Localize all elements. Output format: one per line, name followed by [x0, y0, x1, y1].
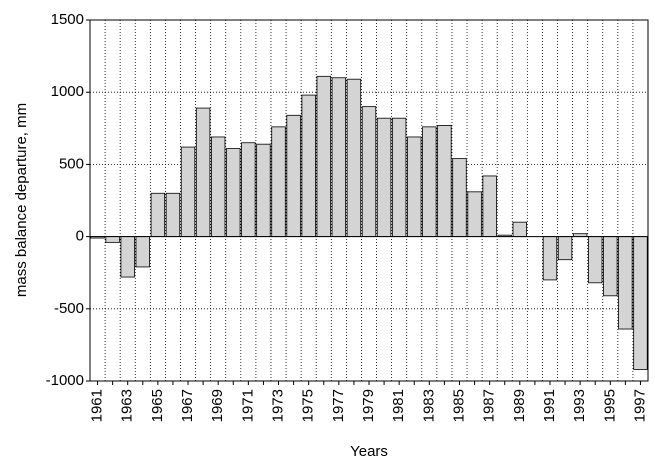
- bar: [271, 126, 286, 238]
- x-tick-label: 1985: [450, 389, 467, 422]
- y-tick-label: -500: [54, 300, 84, 317]
- bar: [588, 236, 603, 284]
- x-axis-label: Years: [350, 443, 388, 460]
- bar: [120, 236, 135, 278]
- x-tick-label: 1963: [119, 389, 136, 422]
- x-tick-label: 1961: [89, 389, 106, 422]
- x-tick-label: 1967: [179, 389, 196, 422]
- x-tick-label: 1979: [360, 389, 377, 422]
- x-tick-label: 1975: [300, 389, 317, 422]
- bar: [361, 106, 377, 238]
- y-axis-label: mass balance departure, mm: [13, 103, 30, 297]
- x-tick-label: 1993: [571, 389, 588, 422]
- bar: [316, 75, 331, 237]
- y-tick-label: 1500: [51, 11, 84, 28]
- x-tick-label: 1965: [149, 389, 166, 422]
- x-tick-label: 1981: [390, 389, 407, 422]
- bar: [557, 236, 573, 261]
- bar: [376, 117, 392, 237]
- bar: [241, 142, 256, 238]
- y-tick-label: 1000: [51, 83, 84, 100]
- bar: [407, 136, 422, 238]
- bar: [150, 192, 166, 237]
- bar: [195, 107, 211, 238]
- bar: [542, 236, 558, 281]
- plot-frame: [89, 19, 649, 382]
- y-tick-label: 0: [76, 228, 84, 245]
- x-tick-label: 1971: [239, 389, 256, 422]
- x-tick-label: 1973: [269, 389, 286, 422]
- x-tick-label: 1995: [601, 389, 618, 422]
- x-tick-label: 1969: [209, 389, 226, 422]
- bar: [165, 192, 181, 237]
- bar: [105, 236, 120, 243]
- bar: [391, 117, 407, 237]
- bar: [180, 146, 196, 238]
- bar: [603, 236, 618, 297]
- bar: [286, 114, 301, 237]
- bar: [512, 221, 527, 238]
- bar: [467, 191, 482, 237]
- bar: [301, 94, 316, 237]
- bar: [437, 125, 452, 238]
- bar: [346, 78, 362, 237]
- bar: [452, 158, 467, 237]
- bar: [256, 143, 271, 238]
- bar: [482, 175, 497, 237]
- bar: [211, 136, 226, 238]
- y-tick-label: -1000: [46, 372, 84, 389]
- bar: [633, 236, 648, 370]
- bar: [422, 126, 437, 238]
- x-tick-label: 1977: [330, 389, 347, 422]
- bar: [618, 236, 633, 330]
- bar: [226, 148, 241, 238]
- bar: [331, 77, 347, 237]
- x-tick-label: 1987: [481, 389, 498, 422]
- x-tick-label: 1983: [420, 389, 437, 422]
- y-tick-label: 500: [59, 155, 84, 172]
- x-tick-label: 1997: [631, 389, 648, 422]
- x-tick-label: 1991: [541, 389, 558, 422]
- x-tick-label: 1989: [511, 389, 528, 422]
- bar: [135, 236, 150, 268]
